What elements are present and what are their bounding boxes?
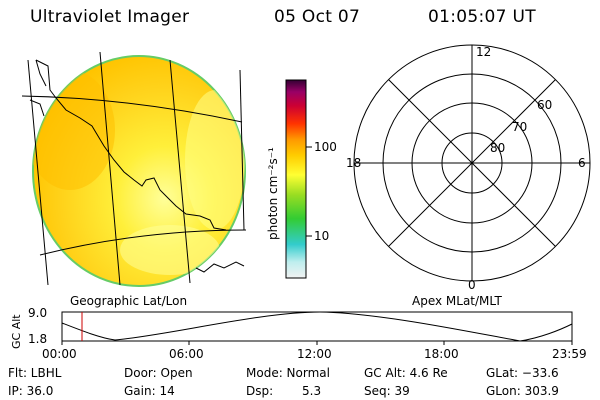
status-ip: IP: 36.0 [8,384,54,398]
mlt-label-0: 0 [468,278,476,292]
mlat-label-80: 80 [490,141,506,155]
time-label: 01:05:07 UT [428,7,536,27]
status-door: Door: Open [124,366,193,380]
mlat-label-70: 70 [512,120,528,134]
alt-x-tick-1800: 18:00 [424,347,459,361]
status-filter: Flt: LBHL [8,366,62,380]
instrument-title: Ultraviolet Imager [30,7,190,27]
status-seq: Seq: 39 [364,384,410,398]
alt-y-top: 9.0 [28,306,48,320]
alt-x-tick-0600: 06:00 [169,347,204,361]
alt-x-tick-2359: 23:59 [552,347,587,361]
status-mode: Mode: Normal [246,366,330,380]
colorbar-tick-10: 10 [314,229,330,243]
mlt-label-6: 6 [578,156,586,170]
date-label: 05 Oct 07 [274,7,361,27]
polar-grid [353,44,591,282]
geo-grid [21,51,247,286]
status-glon: GLon: 303.9 [486,384,559,398]
gc-alt-axis-label: GC Alt [10,314,23,349]
alt-x-tick-0000: 00:00 [42,347,77,361]
uv-image-disk [32,55,246,287]
color-bar [285,79,312,279]
altitude-plot [61,311,573,345]
status-dsp-value: 5.3 [302,384,322,398]
coastline-outline [29,59,245,273]
status-dsp-label: Dsp: [246,384,274,398]
altitude-curve [61,311,573,342]
status-gc-alt: GC Alt: 4.6 Re [364,366,448,380]
mlt-label-18: 18 [346,156,362,170]
alt-x-tick-1200: 12:00 [297,347,332,361]
status-gain: Gain: 14 [124,384,175,398]
mlat-label-60: 60 [537,98,553,112]
status-glat: GLat: −33.6 [486,366,559,380]
geographic-caption: Geographic Lat/Lon [70,294,188,308]
mlt-label-12: 12 [476,45,492,59]
apex-caption: Apex MLat/MLT [412,294,502,308]
alt-y-bottom: 1.8 [28,332,48,346]
colorbar-unit-label: photon cm⁻²s⁻¹ [266,147,280,240]
colorbar-tick-100: 100 [314,140,337,154]
